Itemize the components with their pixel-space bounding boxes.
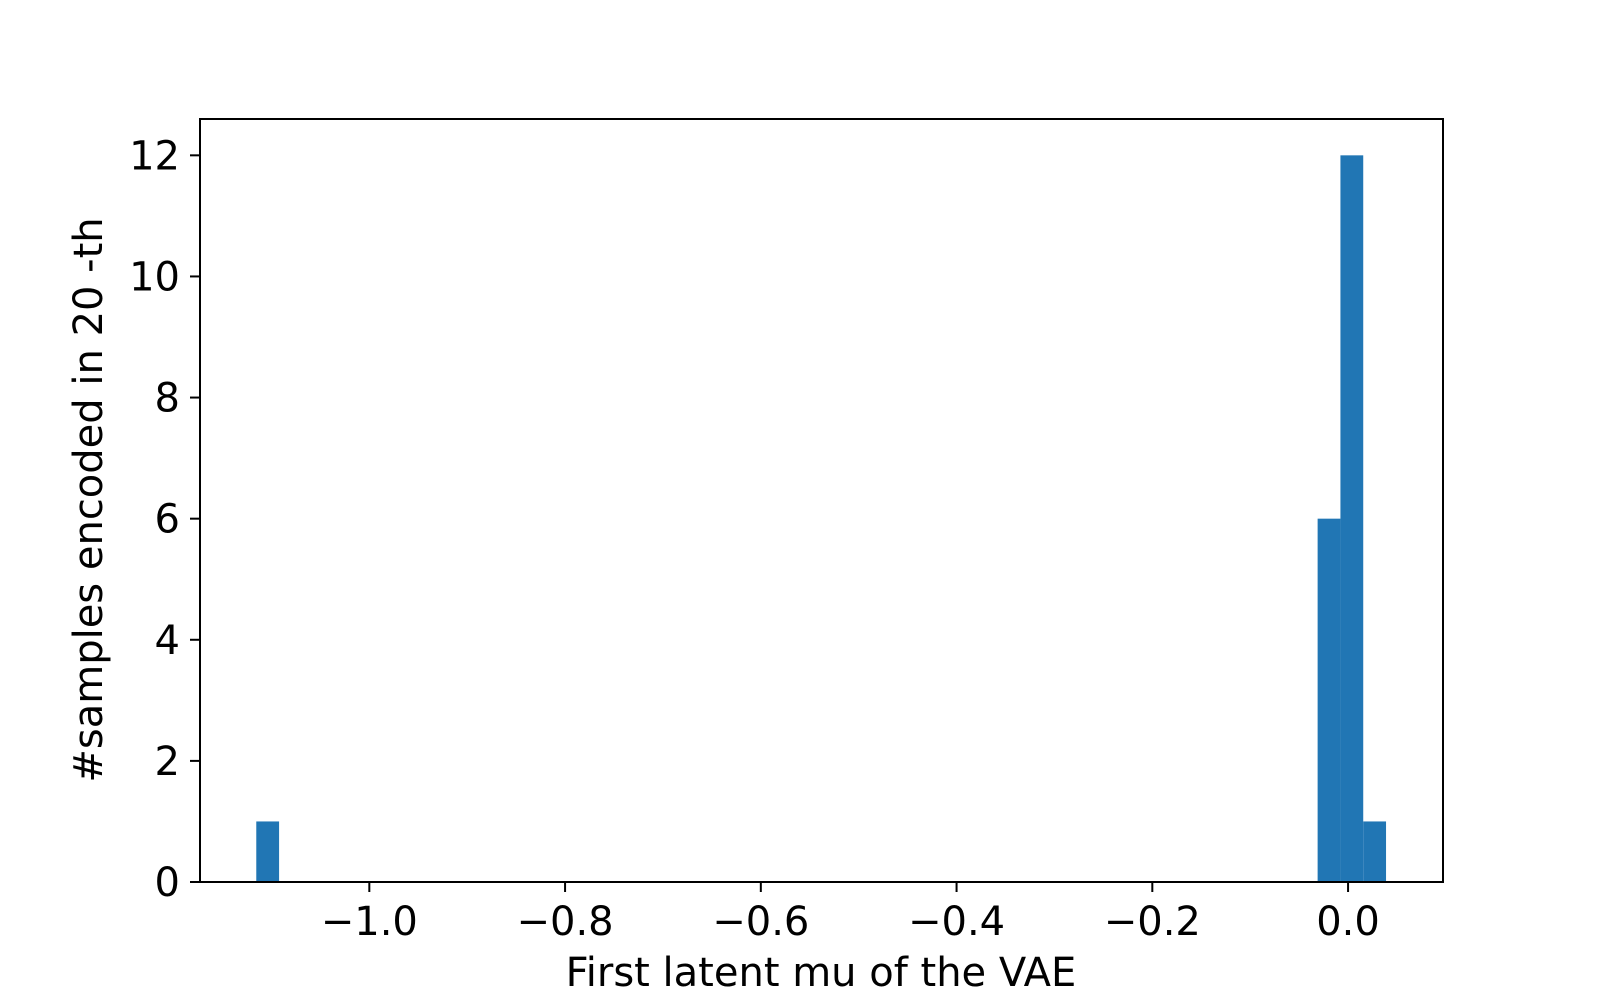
- y-tick-label: 12: [129, 133, 180, 179]
- y-tick-label: 10: [129, 254, 180, 300]
- histogram-bar: [256, 821, 280, 882]
- plot-frame: [199, 118, 1444, 883]
- y-tick-label: 2: [155, 739, 180, 785]
- histogram-bar: [1363, 821, 1387, 882]
- histogram-bar: [1340, 155, 1364, 883]
- y-axis-ticks: 0 2 4 6 8 10 12: [129, 133, 200, 906]
- y-tick-label: 0: [155, 860, 180, 906]
- y-tick-label: 8: [155, 376, 180, 422]
- x-axis-ticks: −1.0 −0.8 −0.6 −0.4 −0.2 0.0: [321, 882, 1380, 945]
- histogram-bar: [1317, 518, 1341, 882]
- x-tick-label: 0.0: [1316, 899, 1380, 945]
- x-axis-label: First latent mu of the VAE: [566, 950, 1077, 988]
- x-tick-label: −0.4: [908, 899, 1005, 945]
- y-tick-label: 4: [155, 618, 180, 664]
- x-tick-label: −1.0: [321, 899, 418, 945]
- y-tick-label: 6: [155, 497, 180, 543]
- bars-group: [256, 155, 1387, 883]
- y-axis-label: #samples encoded in 20 -th: [66, 217, 112, 782]
- x-tick-label: −0.6: [712, 899, 809, 945]
- x-tick-label: −0.2: [1104, 899, 1201, 945]
- x-tick-label: −0.8: [516, 899, 613, 945]
- plot-background: [200, 119, 1443, 882]
